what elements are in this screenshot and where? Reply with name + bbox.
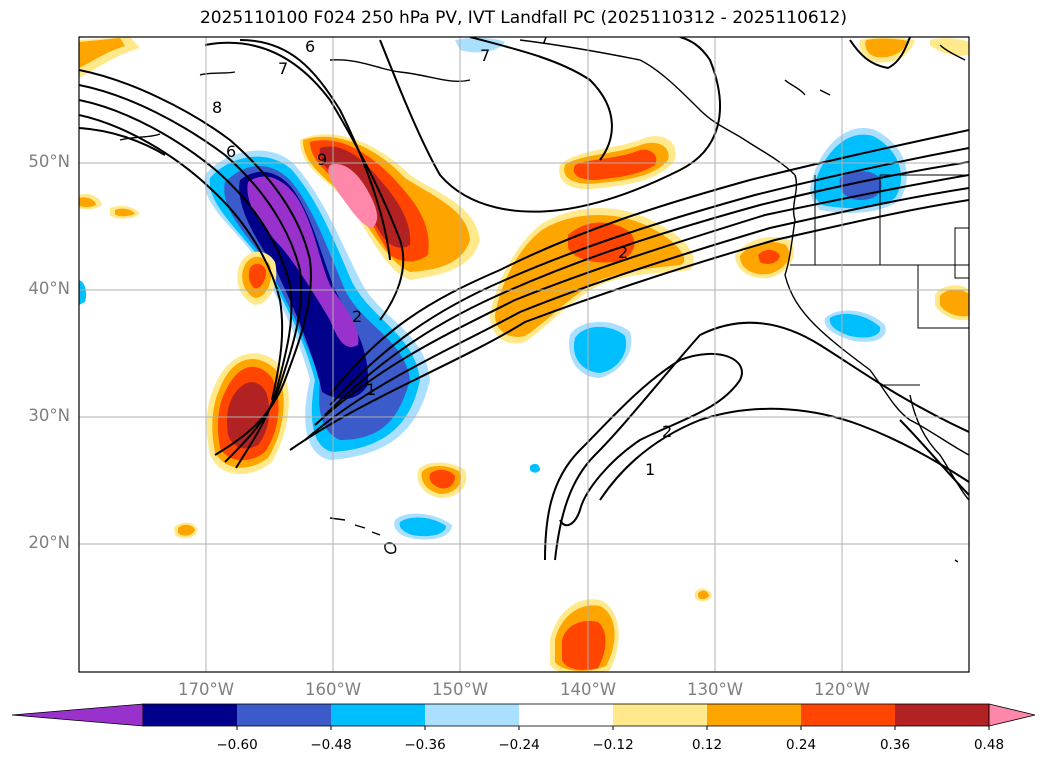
lon-label-130w: 130°W [686,680,744,699]
lon-label-160w: 160°W [304,680,362,699]
contour-label: 7 [540,28,550,47]
contour-label: 1 [645,460,655,479]
colorbar-tick-label: 0.48 [973,737,1005,753]
contour-label: 2 [662,422,672,441]
colorbar-tick-label: −0.36 [404,737,446,753]
contour-labels: 8 7 7 6 2 1 9 2 2 1 7 6 [212,28,672,479]
colorbar-tick-label: −0.60 [216,737,258,753]
gridlines [79,37,969,672]
lat-label-20n: 20°N [28,533,70,552]
colorbar-bin [707,704,802,726]
colorbar-tick-label: −0.24 [498,737,540,753]
colorbar-bin [237,704,332,726]
contour-label: 8 [212,98,222,117]
map-frame [78,36,970,673]
colorbar-tick-label: −0.48 [310,737,352,753]
colorbar-bin [613,704,708,726]
contour-label: 6 [305,37,315,56]
colorbar-bin [801,704,896,726]
small-anomaly-patches [79,37,969,672]
coastlines [119,39,969,563]
us-state-borders [790,174,969,386]
colorbar-tick-label: −0.12 [592,737,634,753]
colorbar-bin [895,704,990,726]
ivt-contours [79,37,969,561]
contour-label: 7 [480,46,490,65]
lon-label-150w: 150°W [431,680,489,699]
lon-label-170w: 170°W [177,680,235,699]
colorbar-bin [425,704,520,726]
lon-label-120w: 120°W [813,680,871,699]
colorbar-tick-label: 0.36 [879,737,911,753]
contour-label: 9 [317,150,327,169]
colorbar-bin [331,704,426,726]
colorbar [11,703,1036,730]
contour-label: 1 [366,380,376,399]
contour-label: 2 [618,243,628,262]
contour-label: 7 [278,59,288,78]
lat-label-40n: 40°N [28,279,70,298]
colorbar-frame [142,703,990,727]
contour-label: 2 [352,307,362,326]
positive-anomaly-southwest [206,353,289,475]
colorbar-tick-label: 0.24 [785,737,817,753]
lat-label-50n: 50°N [28,152,70,171]
positive-anomaly-north-center [300,134,480,280]
map-plot-area: 8 7 7 6 2 1 9 2 2 1 7 6 [79,28,969,672]
colorbar-bin [143,704,238,726]
colorbar-bin [519,704,614,726]
colorbar-tick-label: 0.12 [691,737,723,753]
colorbar-extend-max [988,703,1036,727]
map-title: 2025110100 F024 250 hPa PV, IVT Landfall… [199,8,847,28]
lat-label-30n: 30°N [28,406,70,425]
lon-label-140w: 140°W [559,680,617,699]
contour-label: 6 [226,142,236,161]
colorbar-extend-min [11,703,144,727]
negative-anomaly-western-trough [204,150,430,460]
